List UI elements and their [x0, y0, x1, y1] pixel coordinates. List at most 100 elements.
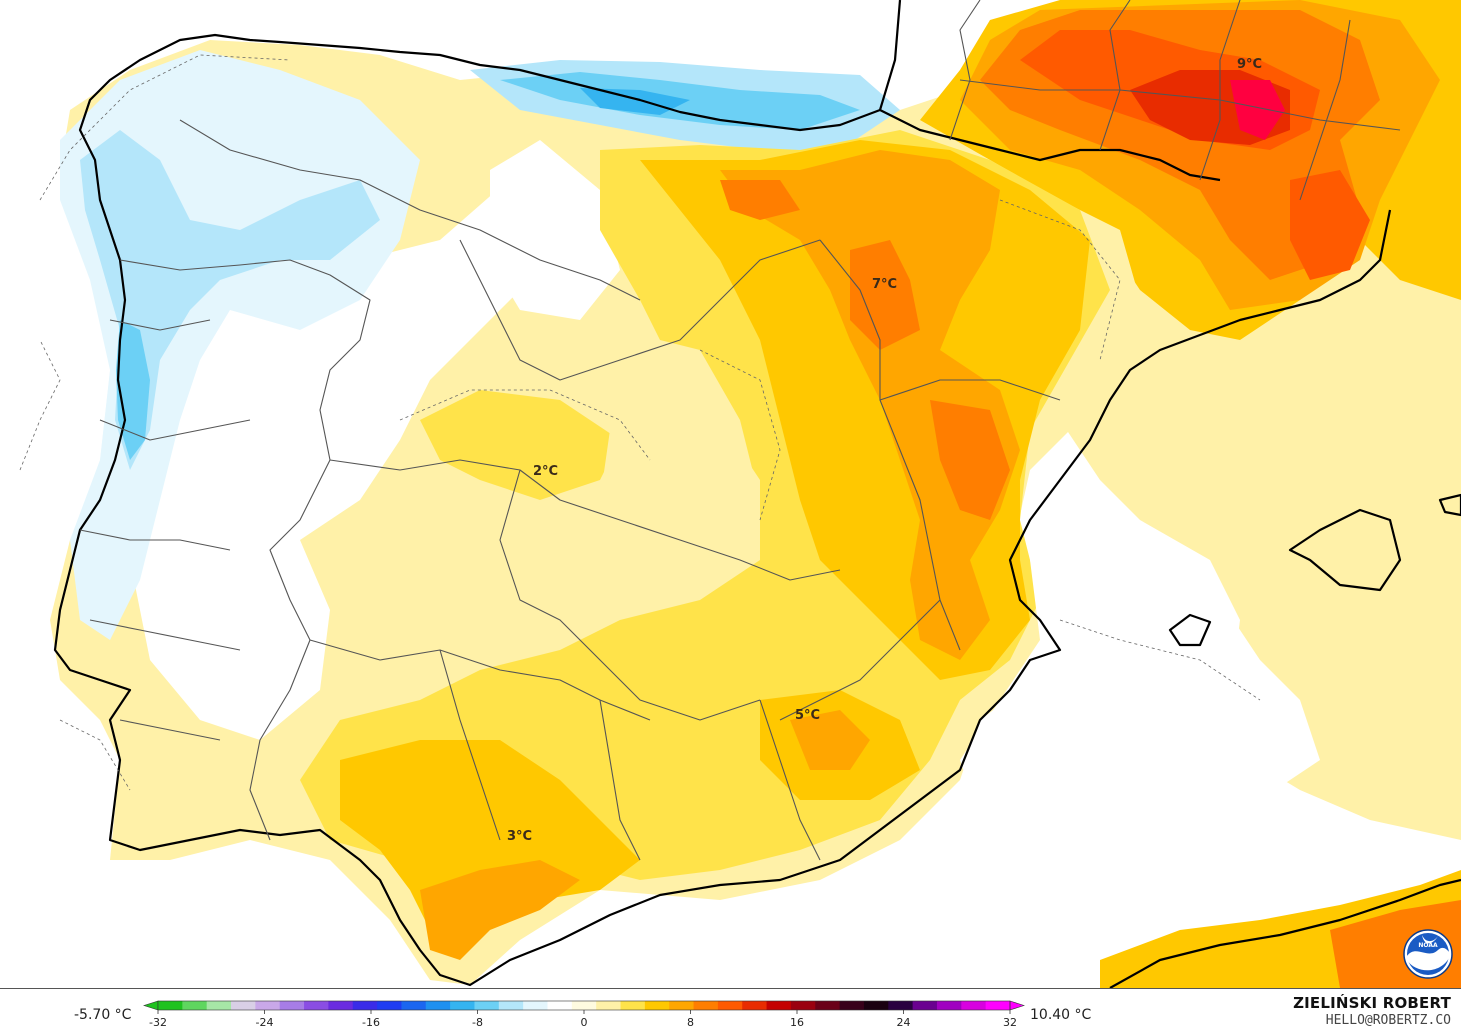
colorbar-cell: [279, 1001, 305, 1010]
colorbar-tick-label: 16: [790, 1016, 804, 1029]
field-warm-center-spots: [420, 390, 620, 500]
map-label-murcia: 5°C: [795, 708, 820, 723]
map-label-north-europe-max: 9°C: [1237, 57, 1262, 72]
noaa-logo-text: NOAA: [1418, 942, 1438, 949]
border-regions-center: [329, 459, 841, 721]
field-neutral-west: [130, 170, 560, 740]
colorbar-cell: [498, 1001, 524, 1010]
legend-max-value: 10.40 °C: [1030, 1007, 1092, 1023]
border-regions-east: [779, 239, 1061, 721]
noaa-logo-gull: [1422, 935, 1438, 944]
colorbar-cell: [815, 1001, 841, 1010]
colorbar-cell: [547, 1001, 573, 1010]
colorbar: -32 -24 -16 -8 0 8 16 24 32: [143, 1000, 1025, 1029]
colorbar-tick-label: -24: [256, 1016, 274, 1029]
credit-email: HELLO@ROBERTZ.CO: [1325, 1013, 1451, 1028]
border-regions-france: [949, 0, 1401, 201]
colorbar-cell: [961, 1001, 987, 1010]
colorbar-cell: [231, 1001, 256, 1010]
map-label-andalusia: 3°C: [507, 829, 532, 844]
colorbar-cell: [693, 1001, 719, 1010]
coastline-ibiza: [1168, 613, 1212, 647]
colorbar-cell: [790, 1001, 816, 1010]
field-peak-france: [1230, 80, 1285, 140]
colorbar-cell: [596, 1001, 622, 1010]
coastline-north-africa: [1109, 878, 1461, 988]
field-neutral-mediterranean: [960, 540, 1320, 880]
colorbar-cell: [669, 1001, 695, 1010]
field-cold-deep-cantabria: [580, 88, 690, 115]
field-neutral-center: [490, 140, 620, 320]
field-hot-valencia: [930, 400, 1010, 520]
contour-lines: [19, 54, 1261, 791]
field-hot-cantabria-east: [720, 180, 800, 220]
colorbar-cell: [912, 1001, 938, 1010]
colorbar-arrow-left: [143, 1000, 159, 1011]
colorbar-cell: [328, 1001, 354, 1010]
border-regions-portugal: [79, 319, 251, 741]
colorbar-cell: [255, 1001, 281, 1010]
author-credit: ZIELIŃSKI ROBERT HELLO@ROBERTZ.CO: [1293, 994, 1451, 1028]
coastlines: [53, 0, 1461, 988]
colorbar-arrow-right: [1009, 1000, 1025, 1011]
border-regions-south: [309, 639, 821, 861]
contour-center: [399, 349, 781, 521]
colorbar-cell: [985, 1001, 1011, 1010]
colorbar-cell: [450, 1001, 475, 1010]
colorbar-tick-label: -32: [149, 1016, 167, 1029]
colorbar-cell: [936, 1001, 962, 1010]
colorbar-tick-label: 0: [581, 1016, 588, 1029]
credit-name: ZIELIŃSKI ROBERT: [1293, 994, 1451, 1012]
noaa-logo-wave: [1407, 947, 1449, 971]
colorbar-cell: [158, 1001, 183, 1010]
border-portugal-spain: [119, 259, 371, 841]
field-hot-east: [1290, 170, 1370, 280]
temperature-anomaly-map: 9°C 7°C 2°C 5°C 3°C NOAA: [0, 0, 1461, 989]
map-canvas: 9°C 7°C 2°C 5°C 3°C NOAA: [19, 0, 1461, 988]
legend-min-value: -5.70 °C: [74, 1007, 132, 1023]
coastline-iberia: [53, 0, 1392, 987]
field-cold-nw: [80, 130, 380, 470]
colorbar-cell: [620, 1001, 646, 1010]
colorbar-cell: [523, 1001, 548, 1010]
colorbar-cell: [304, 1001, 329, 1010]
colorbar-ticks: -32 -24 -16 -8 0 8 16 24 32: [149, 1010, 1017, 1029]
contour-west: [19, 54, 291, 791]
colorbar-cell: [571, 1001, 597, 1010]
field-warm-pale-center: [600, 330, 760, 590]
legend-bar: -5.70 °C -32 -24 -16 -8 0 8 16 24 32 10.40 °C ZI…: [0, 989, 1461, 1035]
colorbar-cell: [742, 1001, 768, 1010]
coastline-bay-of-biscay: [879, 109, 1221, 182]
coastline-menorca: [1438, 493, 1461, 517]
colorbar-cell: [206, 1001, 232, 1010]
colorbar-cell: [888, 1001, 914, 1010]
colorbar-cell: [839, 1001, 865, 1010]
colorbar-tick-label: 32: [1003, 1016, 1017, 1029]
colorbar-cell: [401, 1001, 427, 1010]
field-orange-aragon: [720, 150, 1020, 660]
colorbar-cell: [352, 1001, 378, 1010]
colorbar-tick-label: -8: [472, 1016, 483, 1029]
noaa-logo: NOAA: [1403, 929, 1453, 979]
colorbar-cell: [425, 1001, 451, 1010]
field-hot-aragon: [850, 240, 920, 350]
field-orange-murcia: [790, 710, 870, 770]
colorbar-cell: [474, 1001, 500, 1010]
colorbar-cell: [377, 1001, 402, 1010]
field-orange-malaga: [420, 860, 580, 960]
contour-east: [999, 199, 1261, 701]
border-regions-north: [179, 119, 821, 381]
region-borders: [79, 0, 1401, 861]
coastline-mallorca: [1288, 508, 1402, 592]
colorbar-cell: [644, 1001, 670, 1010]
map-label-central-spain: 2°C: [533, 464, 558, 479]
colorbar-cell: [182, 1001, 208, 1010]
colorbar-cells: [143, 1000, 1025, 1011]
colorbar-cell: [863, 1001, 889, 1010]
map-label-aragon-max: 7°C: [872, 277, 897, 292]
colorbar-cell: [766, 1001, 792, 1010]
colorbar-tick-label: 24: [897, 1016, 911, 1029]
colorbar-tick-label: 8: [687, 1016, 694, 1029]
colorbar-cell: [717, 1001, 743, 1010]
colorbar-tick-label: -16: [362, 1016, 380, 1029]
